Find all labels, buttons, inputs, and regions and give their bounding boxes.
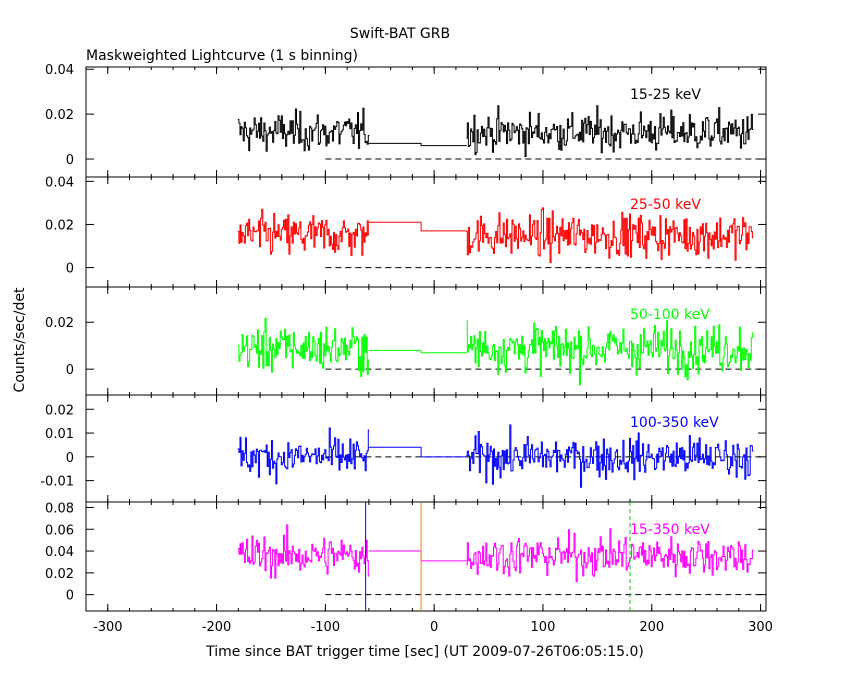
- panel-frame: [85, 501, 767, 612]
- x-tick-label: 0: [430, 620, 438, 635]
- band-label: 15-350 keV: [630, 522, 710, 538]
- y-tick-label: 0.02: [45, 567, 74, 582]
- panels-group: 0 0.02 0.04 15-25 keV 0 0.02 0.04 25-50 keV 0 0.0…: [40, 63, 773, 635]
- panel-frame: [85, 394, 767, 503]
- lightcurve-series: [237, 424, 754, 488]
- gap-bridge: [368, 550, 467, 562]
- band-label: 15-25 keV: [630, 87, 701, 103]
- panel-frame: [85, 176, 767, 288]
- y-tick-label: 0: [66, 262, 74, 277]
- y-tick-label: 0.08: [45, 501, 74, 516]
- lightcurve-series: [237, 207, 754, 263]
- x-tick-label: -100: [311, 620, 341, 635]
- y-tick-label: 0: [66, 451, 74, 466]
- gap-bridge: [368, 349, 467, 354]
- y-tick-label: 0: [66, 153, 74, 168]
- y-tick-label: 0.04: [45, 545, 74, 560]
- band-label: 100-350 keV: [630, 415, 719, 431]
- band-label: 50-100 keV: [630, 307, 710, 323]
- x-tick-label: 200: [639, 620, 664, 635]
- band-label: 25-50 keV: [630, 197, 701, 213]
- x-tick-label: 300: [748, 620, 773, 635]
- y-tick-label: 0.02: [45, 403, 74, 418]
- x-tick-label: -200: [202, 620, 232, 635]
- y-tick-label: 0: [66, 363, 74, 378]
- y-axis-label: Counts/sec/det: [12, 287, 28, 392]
- lightcurve-series: [237, 317, 754, 386]
- y-tick-label: 0.02: [45, 108, 74, 123]
- gap-bridge: [368, 446, 467, 458]
- x-axis-label: Time since BAT trigger time [sec] (UT 20…: [205, 644, 644, 660]
- chart-subtitle: Maskweighted Lightcurve (1 s binning): [86, 48, 358, 64]
- y-tick-label: 0.04: [45, 175, 74, 190]
- gap-bridge: [368, 221, 467, 232]
- lightcurve-series: [237, 105, 754, 157]
- x-tick-label: -300: [93, 620, 123, 635]
- x-tick-label: 100: [531, 620, 556, 635]
- y-tick-label: 0.01: [45, 427, 74, 442]
- y-tick-label: 0.02: [45, 218, 74, 233]
- y-tick-label: 0.06: [45, 523, 74, 538]
- y-tick-label: 0.02: [45, 316, 74, 331]
- lightcurve-series: [237, 524, 754, 583]
- gap-bridge: [368, 142, 467, 147]
- y-tick-label: 0: [66, 589, 74, 604]
- y-tick-label: 0.04: [45, 63, 74, 78]
- y-tick-label: -0.01: [40, 475, 74, 490]
- chart-title: Swift-BAT GRB: [350, 26, 450, 42]
